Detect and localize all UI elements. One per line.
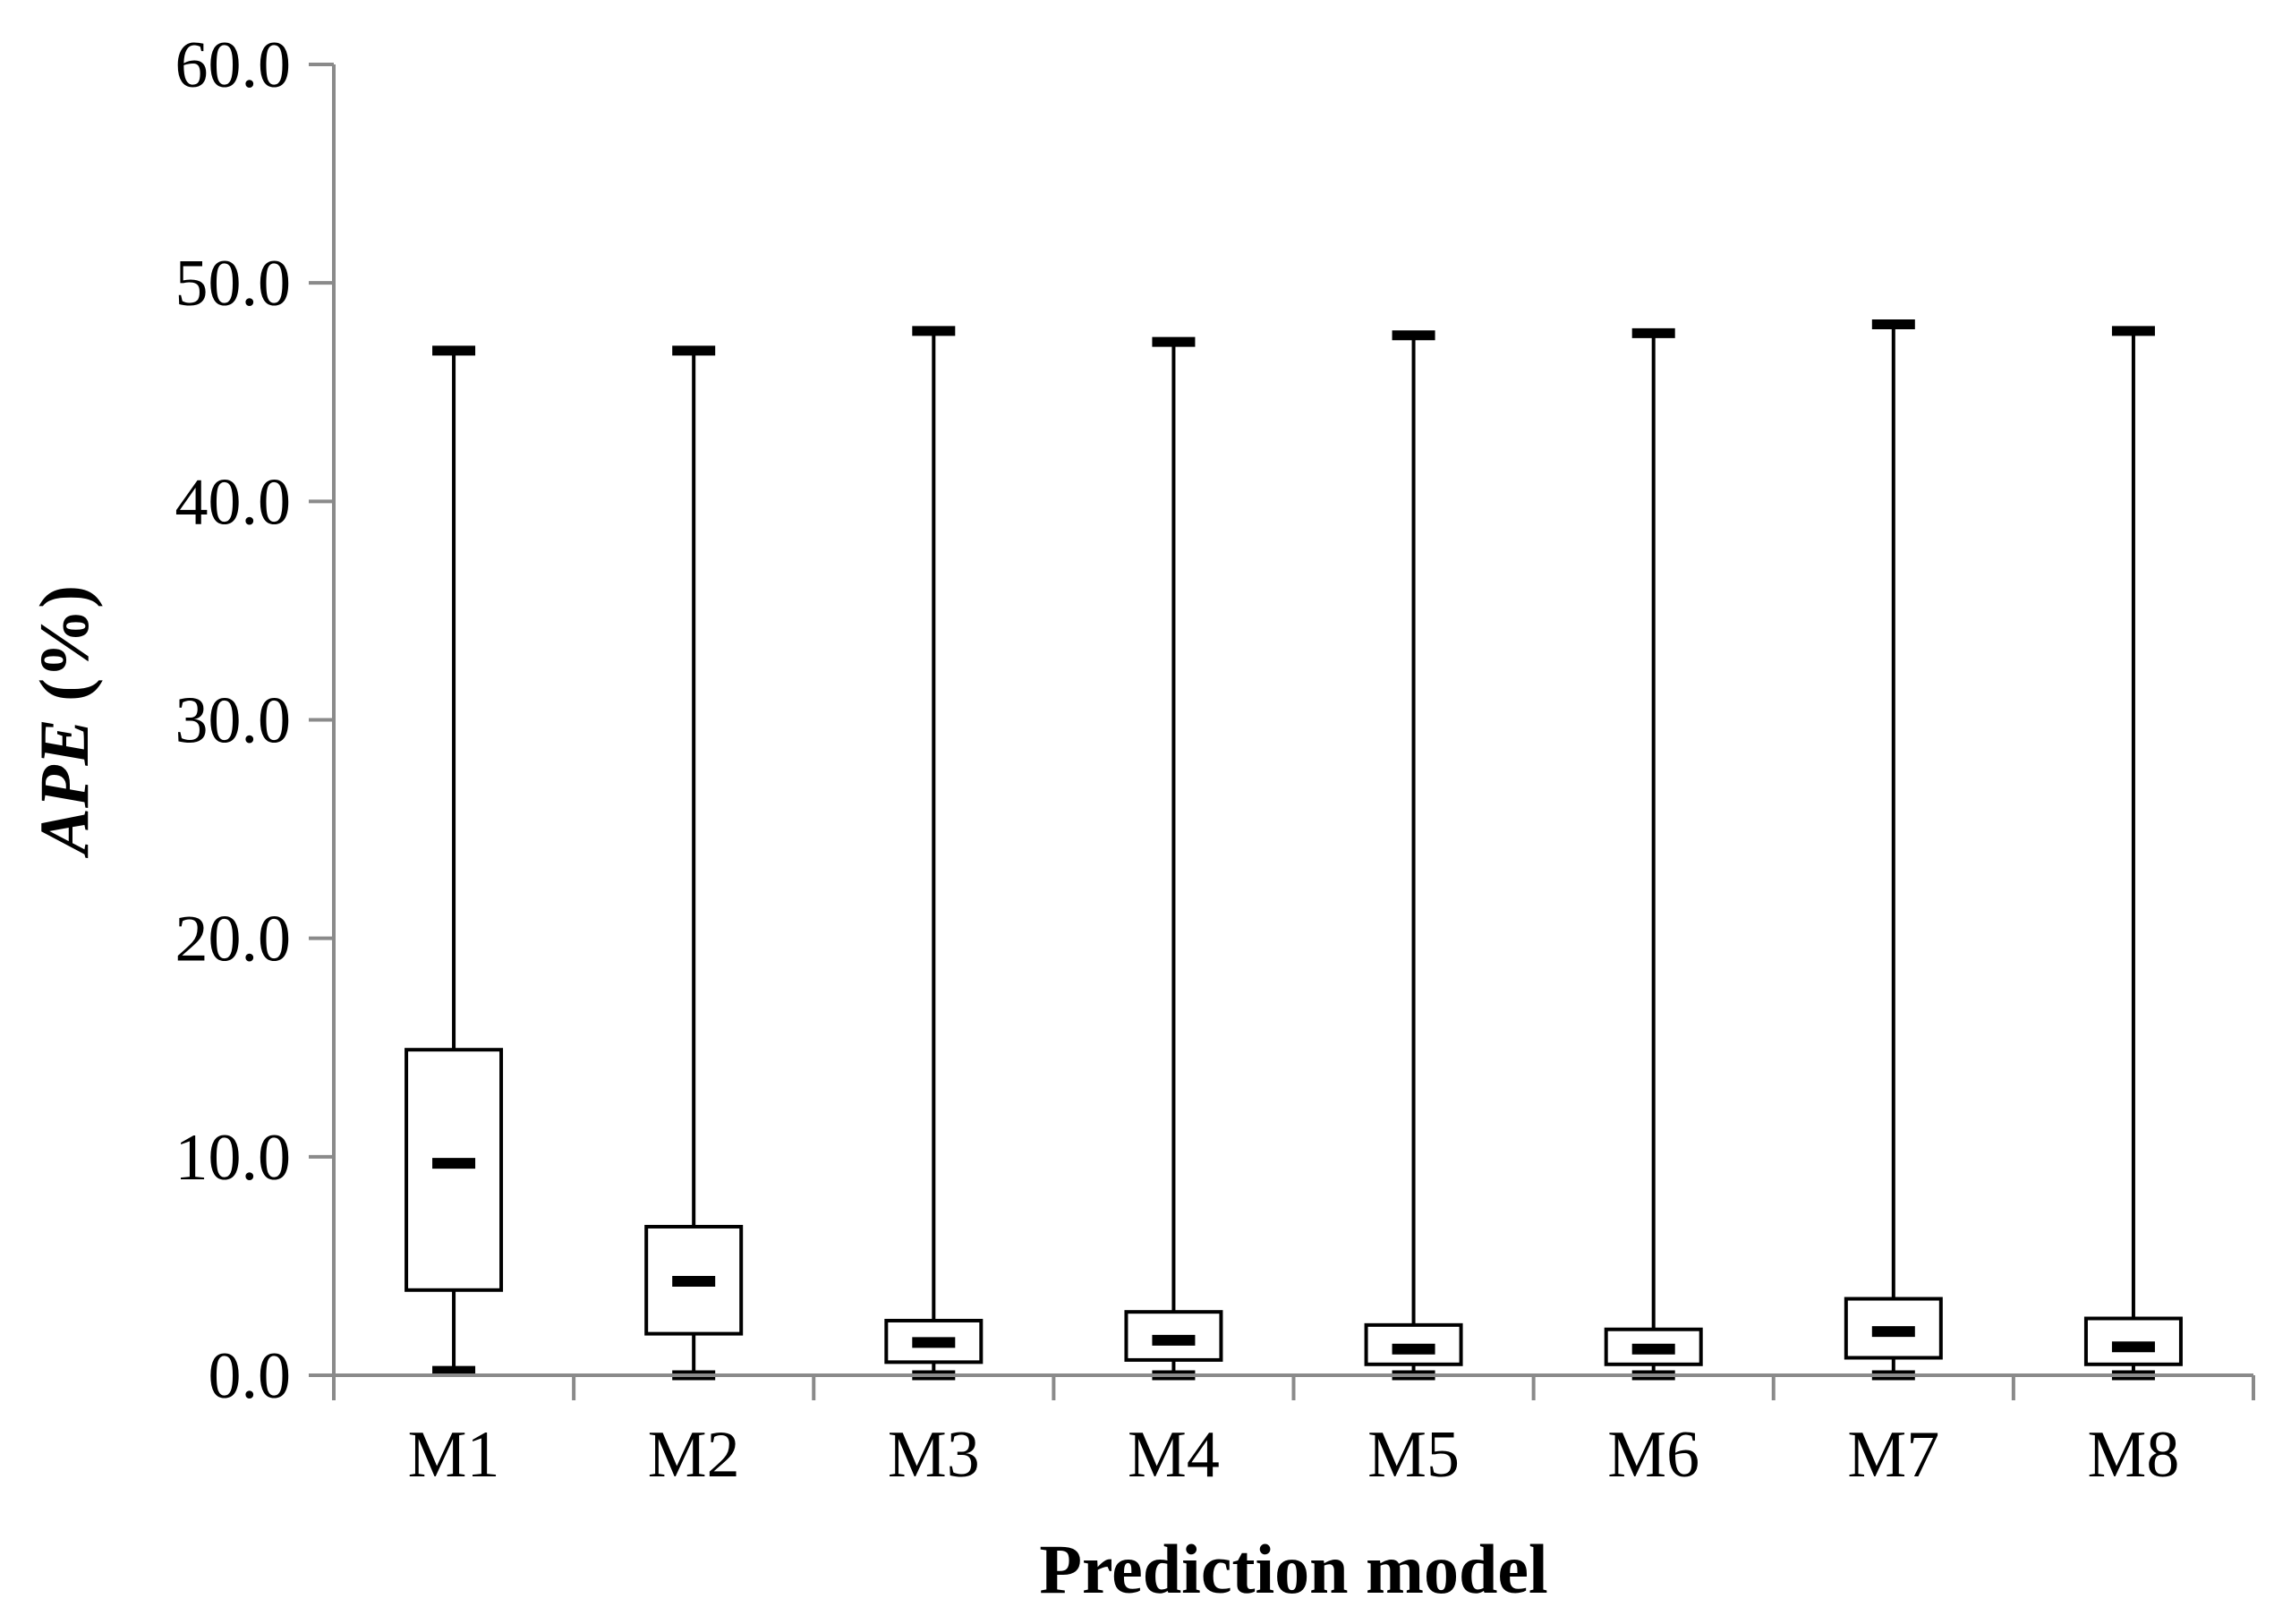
iqr-box bbox=[2083, 1316, 2183, 1366]
y-tick-label: 50.0 bbox=[175, 247, 292, 320]
y-axis-ticks: 0.0 10.0 20.0 30.0 40.0 50.0 60.0 bbox=[175, 29, 334, 1413]
y-axis-title-suffix: (%) bbox=[25, 585, 103, 718]
y-tick-label: 10.0 bbox=[175, 1121, 292, 1195]
x-tick-label: M6 bbox=[1607, 1418, 1699, 1492]
x-tick-label: M5 bbox=[1367, 1418, 1460, 1492]
y-axis-title-italic: APE bbox=[25, 718, 103, 859]
x-tick-label: M3 bbox=[888, 1418, 980, 1492]
box-m7 bbox=[1844, 319, 1943, 1381]
box-m1 bbox=[405, 345, 504, 1376]
x-tick-label: M2 bbox=[648, 1418, 740, 1492]
y-axis-title: APE (%) bbox=[25, 585, 103, 859]
iqr-box bbox=[405, 1048, 504, 1292]
box-m3 bbox=[884, 326, 984, 1381]
box-m4 bbox=[1124, 336, 1223, 1381]
x-tick-label: M1 bbox=[408, 1418, 500, 1492]
y-tick-label: 40.0 bbox=[175, 465, 292, 539]
x-tick-label: M4 bbox=[1128, 1418, 1220, 1492]
box-m8 bbox=[2083, 326, 2183, 1381]
box-m6 bbox=[1604, 327, 1703, 1381]
box-m5 bbox=[1364, 330, 1463, 1381]
x-axis-title: Prediction model bbox=[1039, 1530, 1547, 1608]
boxes-group bbox=[405, 319, 2183, 1381]
y-tick-label: 20.0 bbox=[175, 903, 292, 976]
y-tick-label: 60.0 bbox=[175, 29, 292, 102]
y-tick-label: 30.0 bbox=[175, 684, 292, 758]
x-tick-label: M7 bbox=[1847, 1418, 1939, 1492]
box-m2 bbox=[644, 345, 744, 1381]
x-axis-ticks: M1 M2 M3 M4 M5 M6 M7 M8 bbox=[332, 1375, 2255, 1492]
x-tick-label: M8 bbox=[2088, 1418, 2180, 1492]
y-tick-label: 0.0 bbox=[209, 1339, 292, 1413]
